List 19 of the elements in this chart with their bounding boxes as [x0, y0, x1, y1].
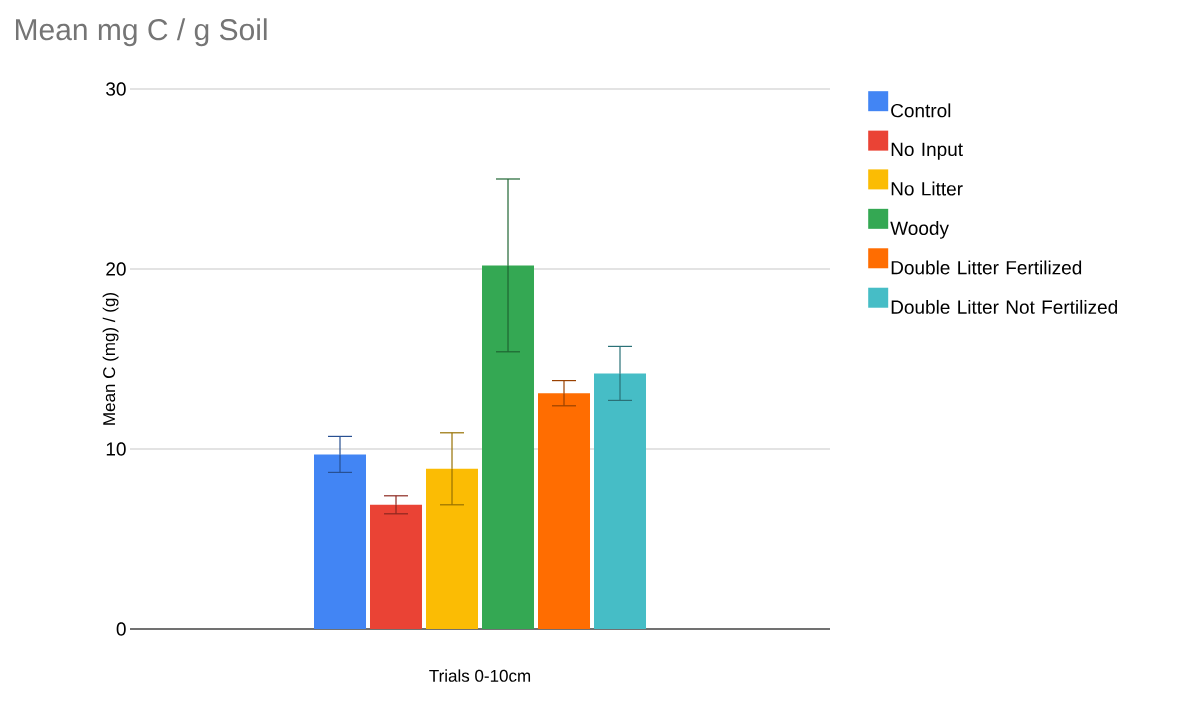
bar: [482, 265, 534, 629]
bar: [370, 504, 422, 629]
legend-label: No Input: [891, 142, 963, 160]
x-axis-title: Trials 0-10cm: [429, 669, 531, 682]
legend-label: Control: [891, 103, 951, 118]
legend-label: Woody: [890, 221, 949, 239]
legend-label: No Litter: [891, 181, 963, 196]
y-tick-label: 10: [106, 442, 126, 456]
y-tick-label: 30: [106, 82, 126, 96]
bar: [426, 468, 478, 629]
y-tick-label: 0: [116, 622, 126, 636]
bar: [314, 454, 366, 629]
legend-label: Double Litter Not Fertilized: [891, 299, 1118, 314]
bar: [538, 393, 591, 629]
bar: [594, 373, 647, 629]
chart-title: Mean mg C / g Soil: [15, 18, 267, 47]
y-tick-label: 20: [106, 262, 126, 276]
y-axis-title: Mean C (mg) / (g): [102, 293, 119, 425]
legend-label: Double Litter Fertilized: [891, 260, 1082, 275]
